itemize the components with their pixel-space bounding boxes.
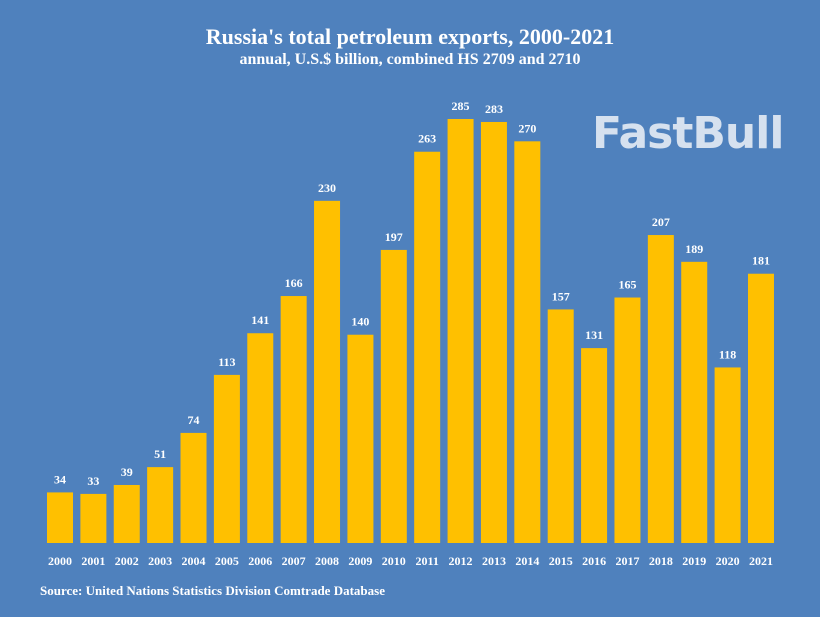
data-label: 118: [719, 347, 736, 361]
bar-2020: [714, 367, 741, 543]
x-tick-label: 2011: [416, 554, 439, 568]
source-note: Source: United Nations Statistics Divisi…: [40, 583, 385, 598]
data-label: 157: [552, 289, 570, 303]
bar-2010: [380, 249, 407, 543]
bar-2011: [414, 151, 441, 543]
data-label: 51: [154, 447, 166, 461]
chart-title: Russia's total petroleum exports, 2000-2…: [205, 24, 615, 49]
x-tick-label: 2001: [81, 554, 105, 568]
bar-2008: [314, 200, 341, 543]
watermark-logo: FastBull: [592, 108, 784, 159]
data-label: 270: [518, 121, 536, 135]
x-tick-label: 2020: [716, 554, 740, 568]
bar-2017: [614, 297, 641, 543]
bar-2007: [280, 296, 307, 543]
bar-2014: [514, 141, 541, 543]
x-tick-label: 2008: [315, 554, 339, 568]
data-label: 166: [285, 276, 303, 290]
data-label: 33: [87, 474, 99, 488]
x-tick-label: 2017: [615, 554, 639, 568]
x-tick-label: 2004: [182, 554, 206, 568]
bar-2000: [47, 492, 73, 543]
bar-2015: [547, 309, 574, 543]
bar-2019: [681, 261, 708, 543]
bar-2009: [347, 334, 374, 543]
data-label: 39: [121, 465, 133, 479]
x-tick-label: 2009: [348, 554, 372, 568]
x-tick-label: 2003: [148, 554, 172, 568]
x-tick-label: 2013: [482, 554, 506, 568]
data-label: 285: [452, 99, 470, 113]
data-label: 165: [618, 278, 636, 292]
x-tick-label: 2012: [449, 554, 473, 568]
chart-subtitle: annual, U.S.$ billion, combined HS 2709 …: [239, 51, 581, 68]
data-label: 283: [485, 102, 503, 116]
x-tick-label: 2007: [282, 554, 306, 568]
bar-2003: [147, 467, 174, 543]
data-label: 263: [418, 132, 436, 146]
x-tick-label: 2006: [248, 554, 272, 568]
data-label: 207: [652, 215, 670, 229]
data-label: 74: [188, 413, 200, 427]
data-label: 131: [585, 328, 603, 342]
x-tick-label: 2018: [649, 554, 673, 568]
data-label: 141: [251, 313, 269, 327]
bar-2018: [647, 235, 674, 543]
x-tick-label: 2015: [549, 554, 573, 568]
bar-2016: [581, 348, 608, 543]
data-label: 140: [351, 315, 369, 329]
data-label: 113: [218, 355, 235, 369]
data-label: 34: [54, 472, 66, 486]
bar-2005: [213, 374, 240, 543]
x-tick-label: 2000: [48, 554, 72, 568]
data-label: 230: [318, 181, 336, 195]
bar-2001: [80, 493, 107, 543]
bar-2021: [747, 273, 774, 543]
x-tick-label: 2002: [115, 554, 139, 568]
x-tick-label: 2010: [382, 554, 406, 568]
data-label: 181: [752, 254, 770, 268]
x-tick-label: 2019: [682, 554, 706, 568]
x-tick-label: 2021: [749, 554, 773, 568]
bar-2006: [247, 333, 274, 543]
data-label: 189: [685, 242, 703, 256]
bar-2013: [480, 121, 507, 544]
data-label: 197: [385, 230, 403, 244]
bar-2004: [180, 432, 207, 543]
x-tick-label: 2005: [215, 554, 239, 568]
bar-2002: [113, 484, 140, 543]
x-tick-label: 2016: [582, 554, 606, 568]
bar-2012: [447, 119, 474, 543]
x-tick-label: 2014: [515, 554, 539, 568]
